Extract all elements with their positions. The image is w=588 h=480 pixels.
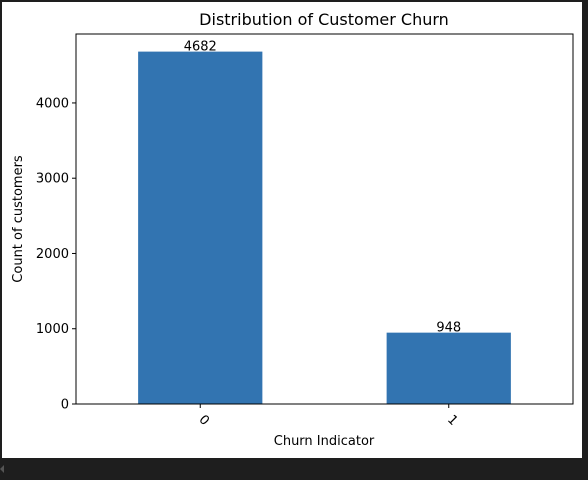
bar: [386, 332, 511, 404]
left-arrow-icon[interactable]: [0, 465, 4, 473]
chart-canvas: Distribution of Customer Churn 0 1000 2000…: [11, 10, 574, 449]
data-label: 4682: [184, 40, 217, 55]
y-axis-label: Count of customers: [11, 155, 26, 283]
y-tick-label: 2000: [36, 247, 69, 262]
y-tick-label: 4000: [36, 96, 69, 111]
y-tick-label: 1000: [36, 322, 69, 337]
x-tick-label: 1: [444, 412, 460, 428]
bar: [138, 51, 263, 405]
horizontal-scrollbar[interactable]: [0, 459, 588, 480]
x-axis-label: Churn Indicator: [274, 434, 375, 449]
axes-frame: [75, 33, 574, 405]
chart-figure: Distribution of Customer Churn 0 1000 2000…: [2, 2, 582, 458]
y-tick-label: 0: [61, 398, 69, 413]
chart-title: Distribution of Customer Churn: [199, 10, 449, 29]
window-edge: [583, 0, 588, 459]
data-label: 948: [436, 321, 461, 336]
y-tick-label: 3000: [36, 172, 69, 187]
x-tick-label: 0: [195, 412, 211, 428]
plot-area: 0 1000 2000 3000 4000 0 4682 1 948: [36, 40, 511, 429]
